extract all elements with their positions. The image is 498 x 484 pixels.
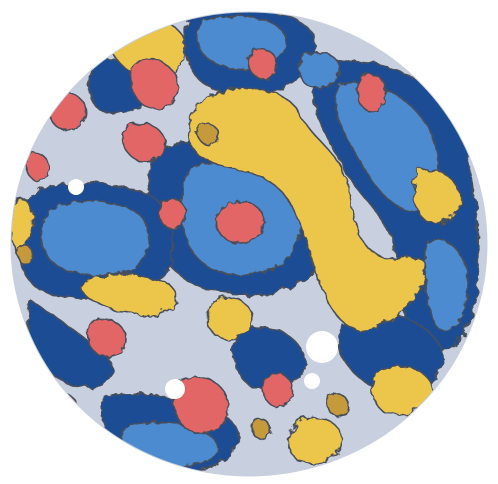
mid-blue-region: [40, 200, 150, 276]
salmon-region: [247, 48, 278, 80]
salmon-region: [48, 393, 79, 424]
yellow-region: [206, 296, 253, 339]
ochre-region: [195, 122, 220, 146]
salmon-core: [215, 200, 265, 244]
hole: [306, 331, 338, 363]
ochre-region: [250, 418, 272, 440]
mid-blue-region: [424, 238, 469, 332]
salmon-region: [86, 318, 127, 358]
mid-blue-region: [298, 51, 341, 89]
disk-outline: [10, 11, 488, 477]
salmon-region: [356, 73, 387, 113]
ochre-region: [16, 243, 34, 266]
yellow-region: [82, 273, 177, 316]
yellow-region: [412, 168, 461, 224]
yellow-region: [187, 87, 427, 332]
salmon-region: [158, 198, 187, 230]
yellow-region: [288, 416, 342, 464]
salmon-region: [172, 376, 229, 435]
hole: [68, 179, 84, 195]
hole: [165, 379, 185, 399]
salmon-region: [121, 122, 166, 163]
hole: [304, 373, 320, 389]
yellow-region: [371, 365, 433, 416]
salmon-region: [261, 373, 294, 408]
ochre-region: [325, 392, 350, 417]
salmon-region: [129, 58, 179, 110]
